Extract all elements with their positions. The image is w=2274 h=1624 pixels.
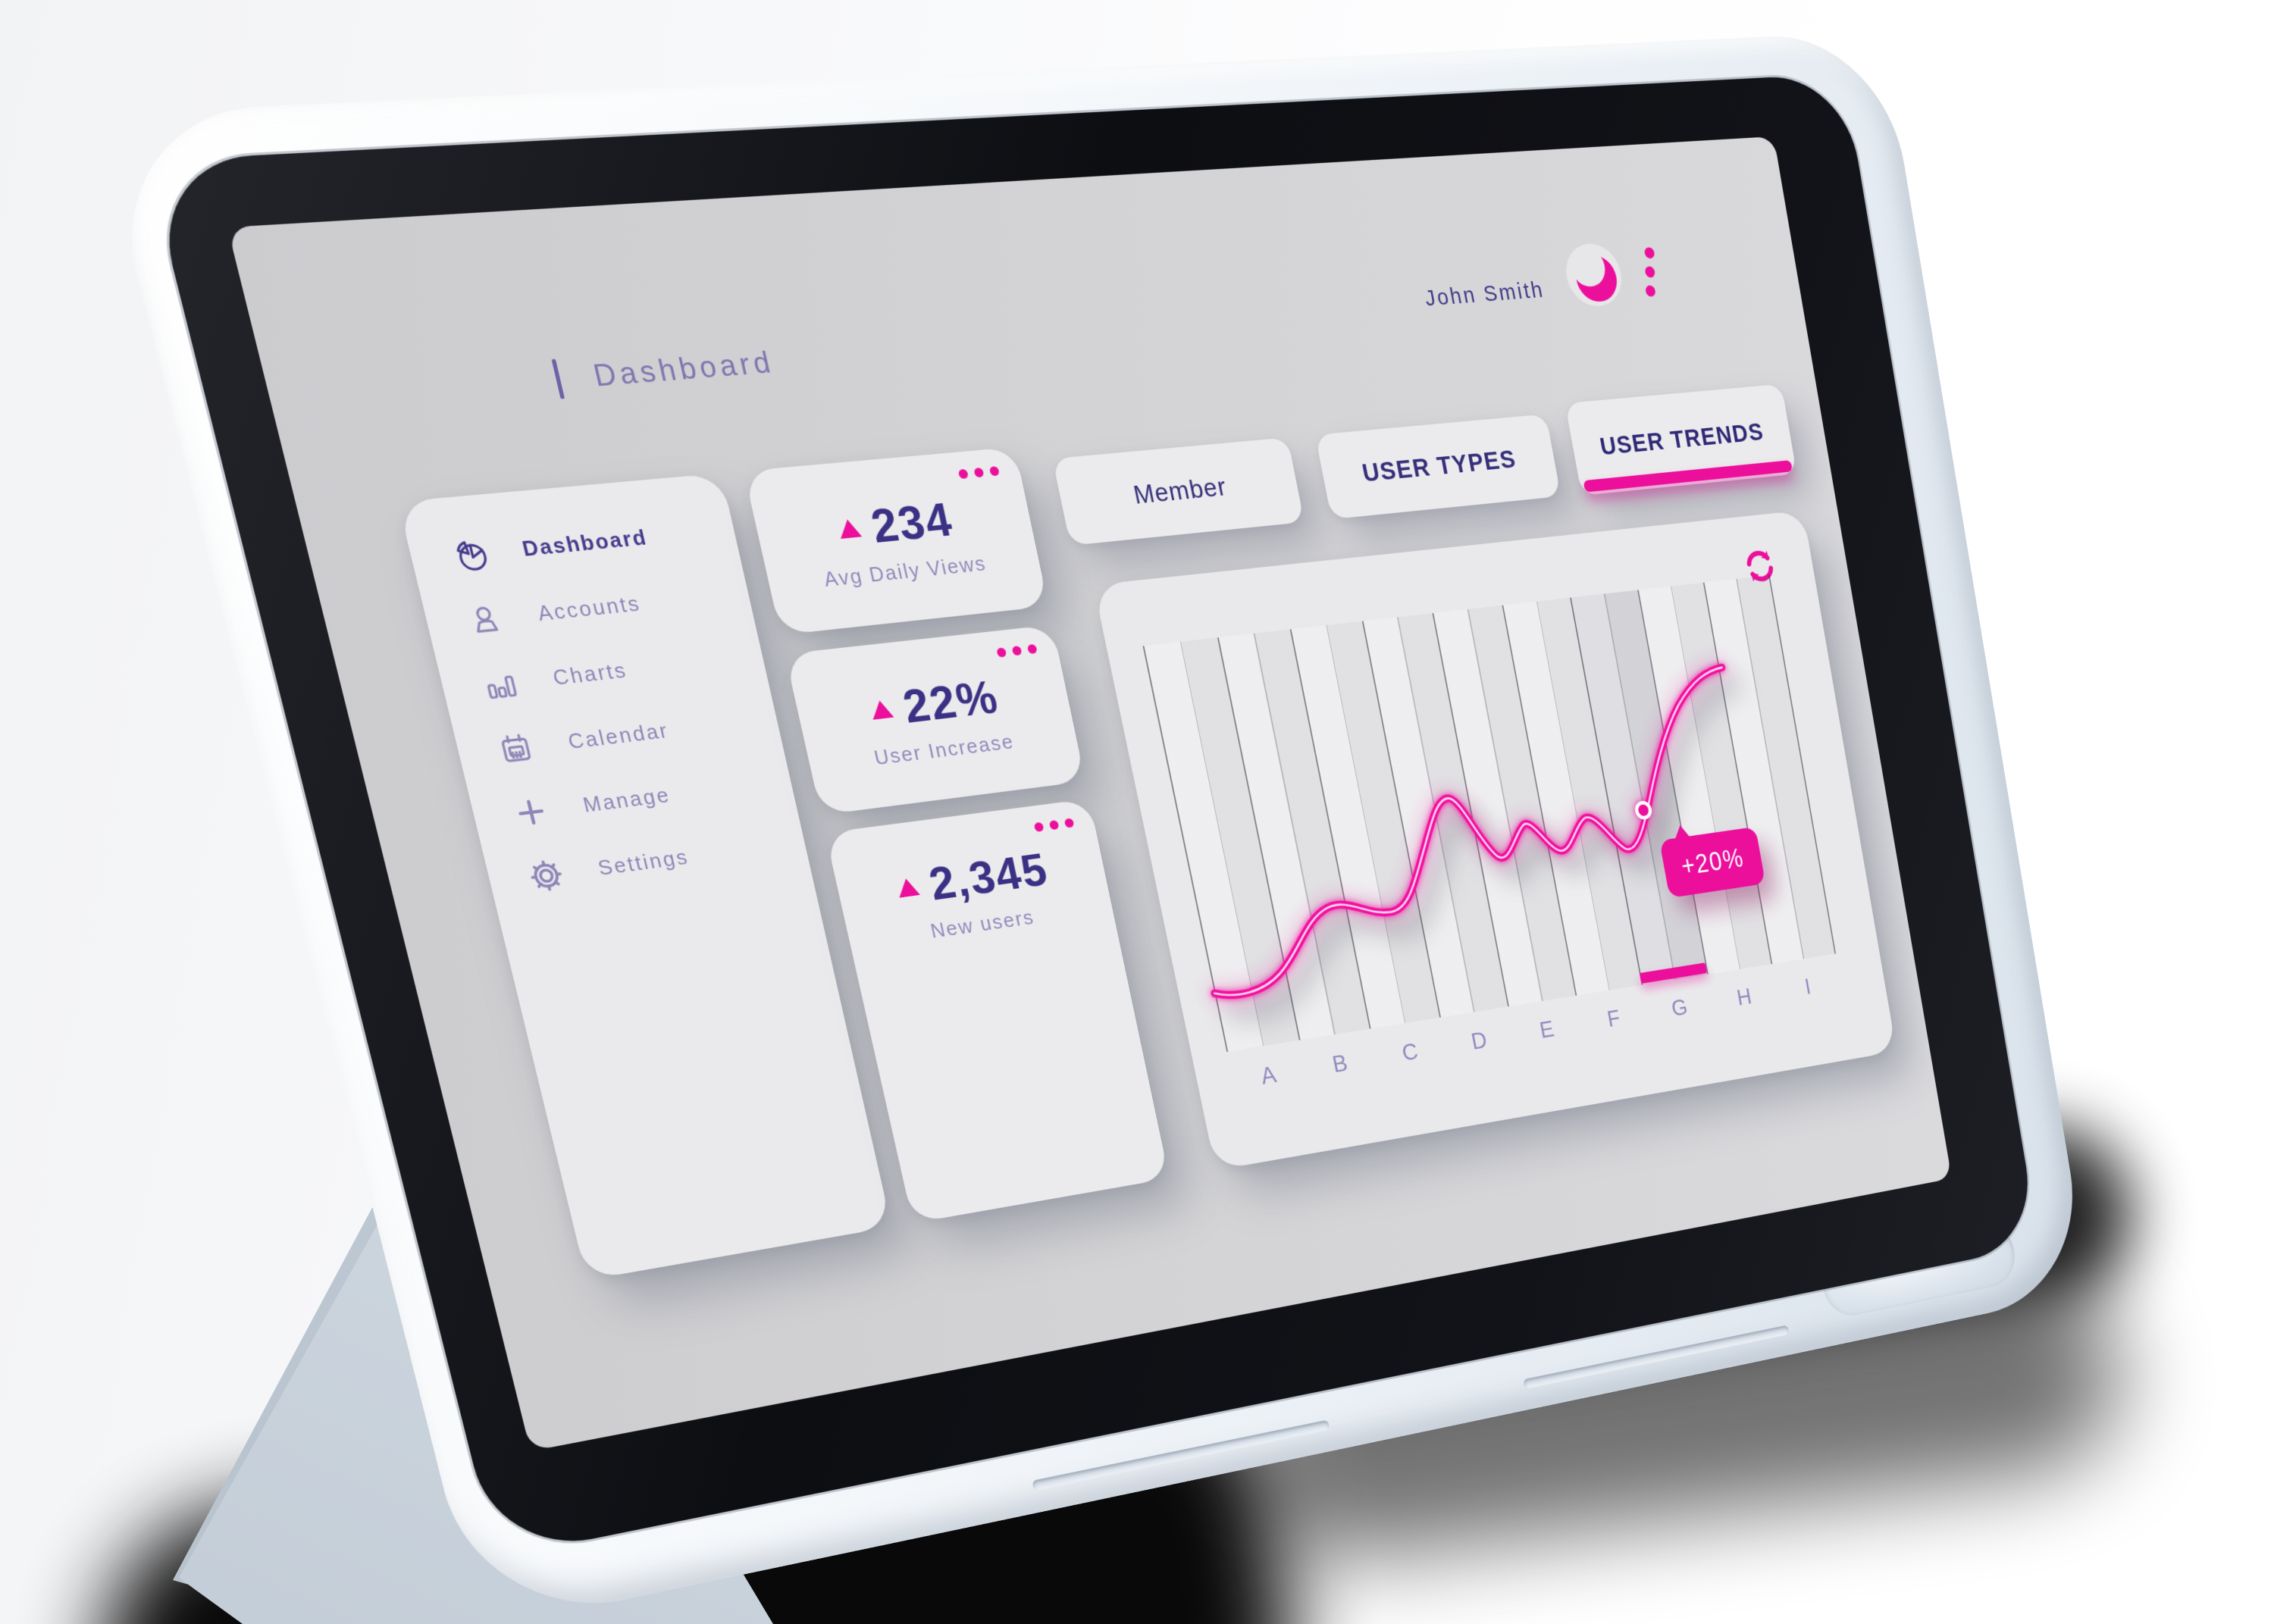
title-divider xyxy=(551,358,565,399)
trend-line xyxy=(1143,575,1835,1052)
sidebar-item-label: Charts xyxy=(550,657,630,690)
sidebar-item-label: Settings xyxy=(595,844,691,881)
line-chart: +20% xyxy=(1143,574,1837,1053)
x-label: I xyxy=(1803,973,1814,1000)
crescent-avatar-icon[interactable] xyxy=(1561,242,1627,308)
plus-icon xyxy=(510,793,553,831)
sidebar-item-label: Calendar xyxy=(565,718,672,754)
user-icon xyxy=(463,600,506,638)
stat-card-avg-daily-views: 234 Avg Daily Views xyxy=(744,446,1049,635)
stat-value: 2,345 xyxy=(924,843,1053,910)
tab-member[interactable]: Member xyxy=(1052,437,1305,546)
tab-label: USER TRENDS xyxy=(1597,417,1766,461)
x-label: C xyxy=(1399,1037,1421,1066)
x-label: A xyxy=(1258,1060,1280,1090)
sidebar-item-label: Manage xyxy=(580,782,673,818)
x-label: F xyxy=(1605,1004,1623,1032)
stat-card-new-users: 2,345 New users xyxy=(825,798,1170,1224)
chart-data-point xyxy=(1636,802,1652,818)
tab-label: Member xyxy=(1130,471,1229,510)
dots-menu-icon[interactable] xyxy=(1033,818,1075,833)
tab-user-types[interactable]: USER TYPES xyxy=(1314,414,1561,520)
x-label: E xyxy=(1537,1015,1557,1044)
bar-chart-icon xyxy=(479,665,522,702)
stat-value: 22% xyxy=(898,670,1004,734)
stat-card-user-increase: 22% User Increase xyxy=(785,624,1085,815)
x-label: B xyxy=(1330,1049,1351,1078)
tab-user-trends[interactable]: USER TRENDS xyxy=(1565,383,1797,496)
dots-menu-icon[interactable] xyxy=(996,643,1038,658)
up-triangle-icon xyxy=(895,877,920,898)
vertical-dots-menu-icon[interactable] xyxy=(1644,246,1656,298)
pie-chart-icon xyxy=(448,535,491,573)
gear-icon xyxy=(525,856,567,894)
user-name[interactable]: John Smith xyxy=(1422,277,1546,311)
active-tab-underline xyxy=(1583,460,1793,493)
stat-value: 234 xyxy=(866,492,958,553)
tab-label: USER TYPES xyxy=(1359,444,1519,488)
x-label: D xyxy=(1468,1026,1490,1055)
x-label: G xyxy=(1669,993,1690,1022)
calendar-icon xyxy=(494,729,537,767)
dots-menu-icon[interactable] xyxy=(957,465,1001,480)
tablet-device: John Smith Dashboard xyxy=(96,31,2091,1624)
up-triangle-icon xyxy=(836,518,863,539)
up-triangle-icon xyxy=(869,699,894,720)
page-title: Dashboard xyxy=(551,343,778,399)
x-label: H xyxy=(1734,983,1754,1011)
chart-card: +20% A B C D E F G H I xyxy=(1093,510,1897,1171)
sidebar-item-label: Dashboard xyxy=(519,524,650,562)
page-title-text: Dashboard xyxy=(590,345,778,393)
sidebar-item-label: Accounts xyxy=(534,590,644,626)
